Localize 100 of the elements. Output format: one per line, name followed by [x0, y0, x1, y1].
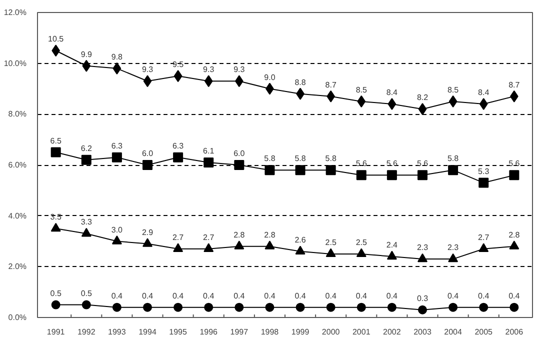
point: [50, 147, 61, 158]
data-label: 0.5: [50, 288, 62, 298]
point: [142, 238, 152, 247]
point: [174, 70, 182, 82]
data-label: 8.2: [416, 93, 429, 102]
point: [112, 236, 122, 244]
data-label: 9.8: [111, 52, 124, 62]
point: [51, 300, 60, 310]
point: [448, 95, 458, 108]
data-label: 0.4: [447, 291, 460, 300]
point: [295, 246, 306, 255]
data-label: 3.3: [80, 218, 92, 227]
point: [112, 152, 122, 162]
point: [112, 302, 122, 312]
x-tick-label: 1996: [200, 328, 218, 336]
point: [448, 165, 458, 176]
data-label: 2.8: [234, 230, 246, 240]
data-label: 0.4: [294, 291, 306, 300]
data-label: 2.7: [203, 232, 215, 242]
data-label: 5.6: [508, 159, 520, 168]
point: [81, 154, 92, 165]
point: [418, 305, 427, 314]
point: [479, 98, 488, 110]
data-label: 8.8: [294, 78, 306, 87]
x-tick-label: 2003: [414, 328, 432, 336]
x-tick-label: 1992: [77, 328, 96, 336]
data-label: 8.4: [478, 88, 490, 97]
data-label: 6.0: [234, 149, 246, 158]
y-tick-label: 0.0%: [8, 313, 26, 322]
point: [478, 178, 489, 188]
data-label: 3.0: [111, 225, 124, 234]
y-tick-label: 2.0%: [8, 262, 26, 272]
data-label: 9.0: [264, 72, 276, 82]
data-label: 0.4: [111, 291, 124, 300]
data-label: 2.7: [172, 232, 184, 242]
point: [142, 160, 152, 170]
point: [356, 170, 366, 180]
point: [356, 302, 366, 312]
data-label: 8.5: [447, 85, 460, 94]
data-label: 8.7: [508, 80, 520, 90]
point: [478, 243, 489, 252]
point: [174, 302, 183, 312]
point: [173, 243, 184, 252]
y-tick-label: 10.0%: [4, 58, 27, 68]
y-tick-label: 8.0%: [8, 110, 26, 119]
data-label: 5.8: [294, 154, 306, 164]
point: [357, 95, 366, 108]
data-label: 8.4: [386, 88, 398, 97]
data-label: 2.3: [447, 243, 460, 252]
point: [204, 243, 214, 252]
data-label: 0.4: [508, 291, 520, 300]
data-label: 2.9: [142, 228, 154, 237]
point: [418, 103, 427, 116]
data-label: 9.3: [234, 65, 246, 74]
data-label: 2.3: [416, 243, 429, 252]
data-label: 6.0: [142, 149, 154, 158]
point: [204, 157, 214, 168]
data-label: 0.4: [172, 291, 184, 300]
data-label: 0.4: [264, 291, 276, 300]
x-tick-label: 2005: [474, 328, 494, 336]
data-label: 2.5: [325, 238, 337, 247]
data-label: 2.8: [508, 230, 520, 240]
data-label: 6.3: [172, 141, 184, 150]
point: [143, 75, 152, 88]
point: [326, 302, 336, 312]
data-label: 0.4: [203, 291, 215, 300]
y-tick-label: 12.0%: [4, 8, 27, 17]
point: [234, 302, 244, 312]
point: [356, 248, 366, 258]
data-label: 6.5: [50, 136, 62, 146]
data-label: 0.4: [386, 291, 398, 300]
point: [143, 302, 152, 312]
point: [265, 302, 274, 312]
point: [264, 240, 275, 250]
x-tick-label: 1997: [230, 328, 249, 336]
point: [448, 302, 458, 312]
point: [387, 302, 396, 312]
data-label: 9.3: [203, 65, 215, 74]
point: [388, 98, 396, 110]
data-label: 2.5: [356, 238, 368, 247]
data-label: 5.8: [447, 154, 460, 164]
data-label: 5.8: [325, 154, 337, 164]
x-tick-label: 1993: [108, 328, 126, 336]
x-tick-label: 1998: [260, 328, 280, 336]
x-tick-label: 2000: [322, 328, 340, 336]
x-tick-label: 2002: [383, 328, 402, 336]
x-tick-label: 2004: [444, 328, 463, 336]
data-label: 0.3: [416, 294, 429, 303]
data-label: 0.4: [478, 291, 490, 300]
point: [418, 170, 428, 180]
data-label: 9.5: [172, 60, 184, 70]
point: [510, 302, 519, 312]
data-label: 0.4: [356, 291, 368, 300]
data-label: 2.8: [264, 230, 276, 240]
data-label: 0.5: [80, 288, 92, 298]
point: [82, 60, 91, 72]
x-tick-label: 1994: [138, 328, 157, 336]
data-label: 9.3: [142, 65, 154, 74]
point: [234, 160, 244, 170]
point: [295, 165, 306, 176]
